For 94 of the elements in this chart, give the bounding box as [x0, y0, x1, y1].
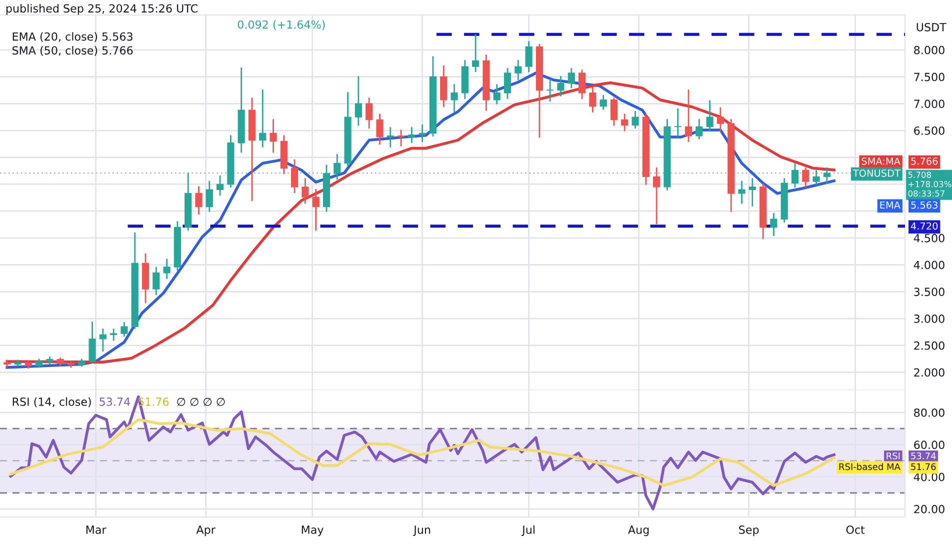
- text: 53.74: [911, 452, 936, 460]
- y-tick-label: 40.00: [914, 472, 944, 482]
- annotation: SMA (50, close) 5.766: [12, 46, 133, 56]
- candlestick: [589, 86, 596, 112]
- candlestick: [823, 167, 830, 184]
- annotation: TONUSDT: [852, 169, 901, 177]
- x-tick-label: Oct: [846, 526, 865, 534]
- candlestick: [302, 178, 309, 204]
- candlestick: [684, 90, 692, 142]
- candlestick: [802, 167, 810, 188]
- candlestick: [610, 98, 618, 126]
- candlestick: [568, 68, 575, 88]
- text: USDT: [916, 22, 946, 32]
- annotation: EMA (20, close) 5.563: [12, 32, 132, 42]
- text: 5.708 +178.03% 08:33:57: [908, 172, 952, 197]
- x-tick-label: Apr: [196, 526, 216, 536]
- x-tick-label: Aug: [628, 526, 649, 536]
- candlestick: [120, 322, 128, 336]
- candlestick: [110, 328, 118, 341]
- y-tick-label: 4.500: [914, 234, 944, 242]
- candlestick: [14, 360, 22, 367]
- candlestick: [514, 60, 522, 80]
- x-tick-label: Sep: [739, 526, 759, 536]
- candlestick: [621, 114, 628, 132]
- candlestick: [386, 127, 394, 148]
- candlestick: [163, 258, 170, 279]
- candlestick: [291, 159, 298, 193]
- y-tick-label: 7.500: [914, 72, 944, 82]
- y-tick-label: 60.00: [914, 440, 944, 450]
- candlestick: [440, 65, 448, 108]
- candlestick: [738, 180, 746, 204]
- candlestick: [472, 34, 480, 72]
- y-tick-label: 80.00: [914, 408, 944, 417]
- annotation: RSI (14, close): [12, 397, 91, 408]
- candlestick: [354, 76, 362, 126]
- text: 5.563: [911, 201, 938, 209]
- candlestick: [716, 107, 724, 132]
- candlestick: [152, 266, 160, 296]
- y-tick-label: 4.000: [914, 260, 944, 270]
- x-tick-label: Jul: [522, 525, 534, 536]
- y-tick-label: 2.500: [914, 341, 944, 350]
- candlestick: [397, 130, 405, 146]
- candlestick: [270, 119, 277, 153]
- candlestick: [195, 186, 202, 214]
- text: 51.76: [911, 463, 936, 470]
- annotation: ∅ ∅ ∅ ∅: [177, 398, 225, 406]
- candlestick: [376, 114, 384, 145]
- y-tick-label: 2.000: [914, 368, 944, 377]
- candlestick: [99, 328, 106, 352]
- candlestick: [504, 68, 512, 99]
- x-tick-label: Mar: [86, 526, 106, 534]
- candlestick: [748, 178, 756, 206]
- candlestick: [493, 84, 500, 104]
- candlestick: [578, 70, 586, 99]
- candlestick: [696, 119, 703, 140]
- y-tick-label: 8.000: [914, 46, 944, 54]
- candlestick: [674, 108, 682, 137]
- candlestick: [557, 76, 564, 96]
- candlestick: [334, 154, 341, 180]
- candlestick: [600, 94, 607, 110]
- annotation: 0.092 (+1.64%): [238, 20, 325, 30]
- candlestick: [706, 100, 714, 132]
- annotation: 53.74: [100, 398, 130, 406]
- candlestick: [812, 170, 820, 185]
- y-tick-label: 3.500: [914, 288, 944, 296]
- annotation: RSI: [886, 452, 900, 460]
- text: published Sep 25, 2024 15:26 UTC: [6, 4, 198, 15]
- candlestick: [450, 84, 458, 112]
- candlestick: [791, 162, 799, 188]
- text: 4.720: [910, 222, 938, 230]
- candlestick: [653, 167, 660, 224]
- x-tick-label: May: [302, 526, 324, 536]
- candlestick: [366, 98, 373, 129]
- candlestick: [770, 213, 778, 236]
- x-tick-label: Jun: [413, 526, 430, 536]
- candlestick: [312, 188, 320, 231]
- annotation: SMA:MA: [862, 157, 900, 165]
- y-tick-label: 7.000: [914, 100, 944, 108]
- candlestick: [525, 41, 532, 72]
- candlestick: [632, 111, 639, 129]
- candlestick: [206, 180, 213, 212]
- candlestick: [408, 127, 416, 144]
- line-series: [9, 395, 836, 510]
- text: 5.766: [911, 157, 938, 165]
- annotation: EMA: [880, 201, 900, 209]
- candlestick: [259, 90, 266, 148]
- line-series: [9, 418, 836, 487]
- candlestick: [88, 322, 96, 364]
- y-tick-label: 3.000: [914, 314, 944, 323]
- candlestick: [216, 175, 224, 196]
- y-tick-label: 20.00: [914, 504, 944, 514]
- y-tick-label: 6.500: [914, 126, 944, 135]
- annotation: RSI-based MA: [839, 463, 900, 470]
- candlestick: [546, 78, 554, 102]
